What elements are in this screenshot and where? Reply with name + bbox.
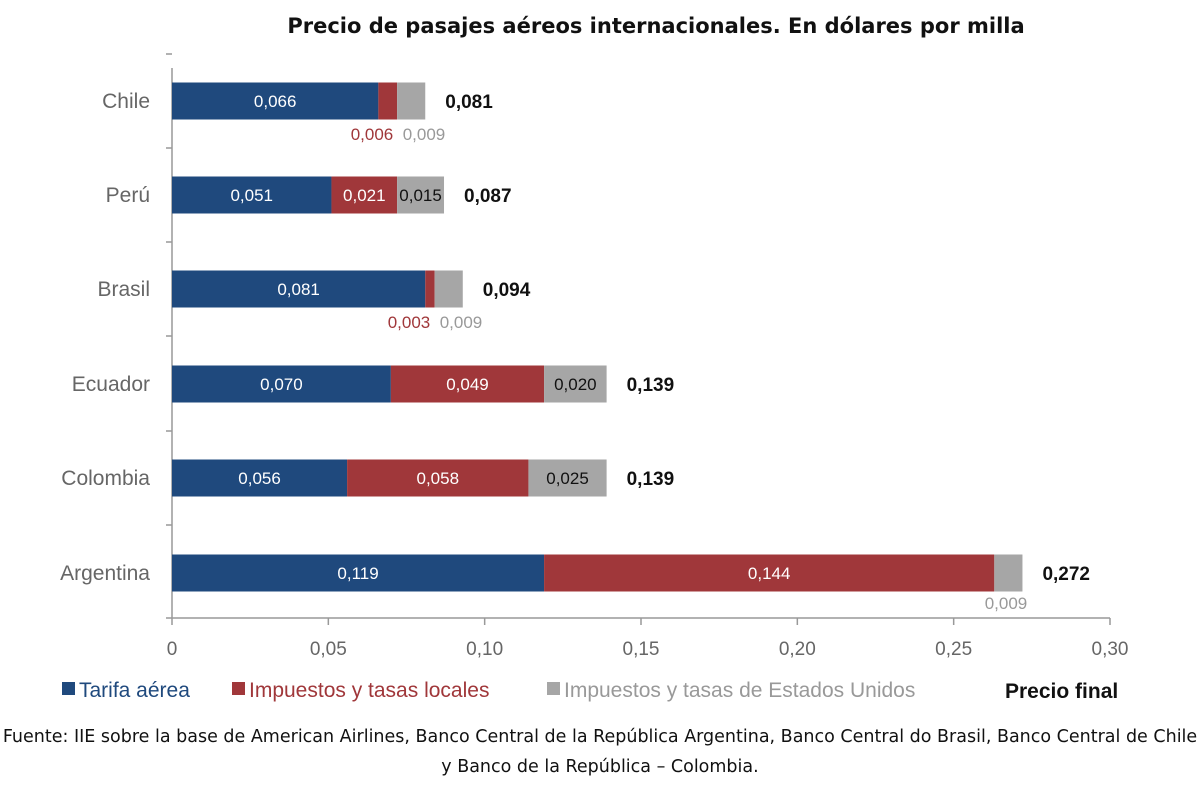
- bar-segment-impuestos-locales: [390, 365, 545, 403]
- data-label: 0,070: [260, 375, 303, 394]
- bar-segment-impuestos-eeuu: [994, 554, 1023, 592]
- legend-tarifa-aerea: Tarifa aérea: [79, 679, 190, 702]
- x-tick-label: 0,25: [935, 639, 972, 660]
- bar-segment-impuestos-locales: [331, 176, 398, 214]
- category-label: Argentina: [60, 562, 150, 585]
- data-label: 0,003: [388, 313, 431, 332]
- total-label: 0,094: [483, 280, 531, 301]
- x-tick-label: 0,20: [779, 639, 816, 660]
- bar-segment-tarifa-aerea: [172, 270, 426, 308]
- legend-impuestos-eeuu-swatch: [547, 682, 560, 695]
- data-label: 0,049: [446, 375, 489, 394]
- x-tick-label: 0,15: [623, 639, 660, 660]
- legend-precio-final: Precio final: [1005, 680, 1118, 703]
- legend-impuestos-locales: Impuestos y tasas locales: [249, 679, 489, 702]
- bar-segment-impuestos-eeuu: [397, 176, 445, 214]
- bar-segment-impuestos-eeuu: [544, 365, 607, 403]
- data-label: 0,009: [403, 125, 446, 144]
- data-label: 0,051: [230, 186, 273, 205]
- bar-segment-impuestos-locales: [378, 82, 398, 120]
- bar-segment-impuestos-eeuu: [397, 82, 426, 120]
- data-label: 0,119: [337, 564, 378, 583]
- total-label: 0,272: [1042, 564, 1090, 585]
- data-label: 0,081: [277, 280, 320, 299]
- bar-segment-impuestos-eeuu: [434, 270, 463, 308]
- bar-segment-tarifa-aerea: [172, 365, 391, 403]
- legend-impuestos-locales-swatch: [232, 682, 245, 695]
- stacked-bar-chart: 0 0,05 0,10 0,15 0,20 0,25 0,30 Chile 0,066 0,006…: [60, 53, 1129, 703]
- x-tick-label: 0: [167, 639, 178, 660]
- data-label: 0,021: [343, 186, 386, 205]
- bar-segment-tarifa-aerea: [172, 459, 348, 497]
- data-label: 0,144: [748, 564, 791, 583]
- x-tick-label: 0,10: [466, 639, 503, 660]
- bar-segment-tarifa-aerea: [172, 82, 379, 120]
- data-label: 0,058: [416, 469, 459, 488]
- data-label: 0,015: [399, 186, 442, 205]
- category-label: Brasil: [97, 278, 150, 301]
- category-label: Perú: [106, 184, 150, 207]
- source-note: Fuente: IIE sobre la base de American Ai…: [2, 727, 1198, 777]
- total-label: 0,081: [445, 92, 493, 113]
- bar-segment-impuestos-locales: [347, 459, 529, 497]
- legend-impuestos-eeuu: Impuestos y tasas de Estados Unidos: [564, 679, 915, 702]
- total-label: 0,139: [627, 375, 675, 396]
- category-label: Ecuador: [72, 373, 150, 396]
- bar-segment-impuestos-eeuu: [528, 459, 607, 497]
- data-label: 0,066: [254, 92, 297, 111]
- data-label: 0,056: [238, 469, 281, 488]
- category-label: Chile: [102, 90, 150, 113]
- total-label: 0,087: [464, 186, 512, 207]
- data-label: 0,009: [440, 313, 483, 332]
- legend-tarifa-aerea-swatch: [62, 682, 75, 695]
- chart-title: Precio de pasajes aéreos internacionales…: [287, 14, 1025, 38]
- data-label: 0,025: [546, 469, 589, 488]
- bar-segment-impuestos-locales: [425, 270, 435, 308]
- total-label: 0,139: [627, 469, 675, 490]
- bar-segment-tarifa-aerea: [172, 554, 545, 592]
- bar-segment-impuestos-locales: [544, 554, 995, 592]
- category-label: Colombia: [61, 467, 150, 490]
- data-label: 0,020: [554, 375, 597, 394]
- data-label: 0,009: [985, 594, 1028, 613]
- x-tick-label: 0,05: [310, 639, 347, 660]
- bar-segment-tarifa-aerea: [172, 176, 332, 214]
- x-tick-label: 0,30: [1092, 639, 1129, 660]
- data-label: 0,006: [351, 125, 394, 144]
